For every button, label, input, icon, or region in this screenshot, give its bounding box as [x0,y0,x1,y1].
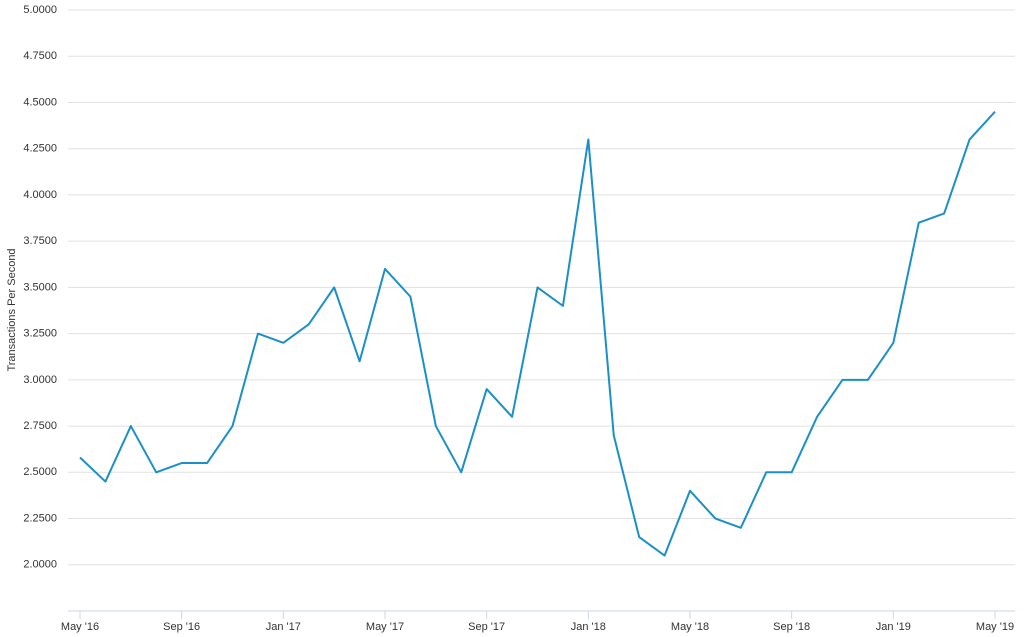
y-tick-label: 3.7500 [23,235,57,247]
y-tick-label: 2.0000 [23,559,57,571]
x-tick-label: May '16 [61,621,99,633]
y-tick-label: 3.2500 [23,328,57,340]
y-tick-label: 2.5000 [23,466,57,478]
x-tick-label: Sep '18 [773,621,810,633]
y-tick-label: 2.7500 [23,420,57,432]
x-tick-label: Sep '17 [468,621,505,633]
y-tick-label: 5.0000 [23,4,57,16]
y-axis-label: Transactions Per Second [6,248,18,371]
x-tick-label: Jan '18 [571,621,606,633]
y-tick-label: 3.0000 [23,374,57,386]
x-tick-label: Jan '19 [876,621,911,633]
x-tick-label: May '19 [976,621,1014,633]
y-tick-label: 2.2500 [23,512,57,524]
y-tick-label: 4.0000 [23,189,57,201]
y-tick-label: 4.5000 [23,96,57,108]
y-tick-label: 4.2500 [23,143,57,155]
line-series [79,111,996,557]
x-tick-label: Sep '16 [163,621,200,633]
x-tick-label: Jan '17 [266,621,301,633]
x-tick-label: May '18 [671,621,709,633]
y-tick-label: 3.5000 [23,281,57,293]
x-tick-label: May '17 [366,621,404,633]
y-tick-label: 4.7500 [23,50,57,62]
